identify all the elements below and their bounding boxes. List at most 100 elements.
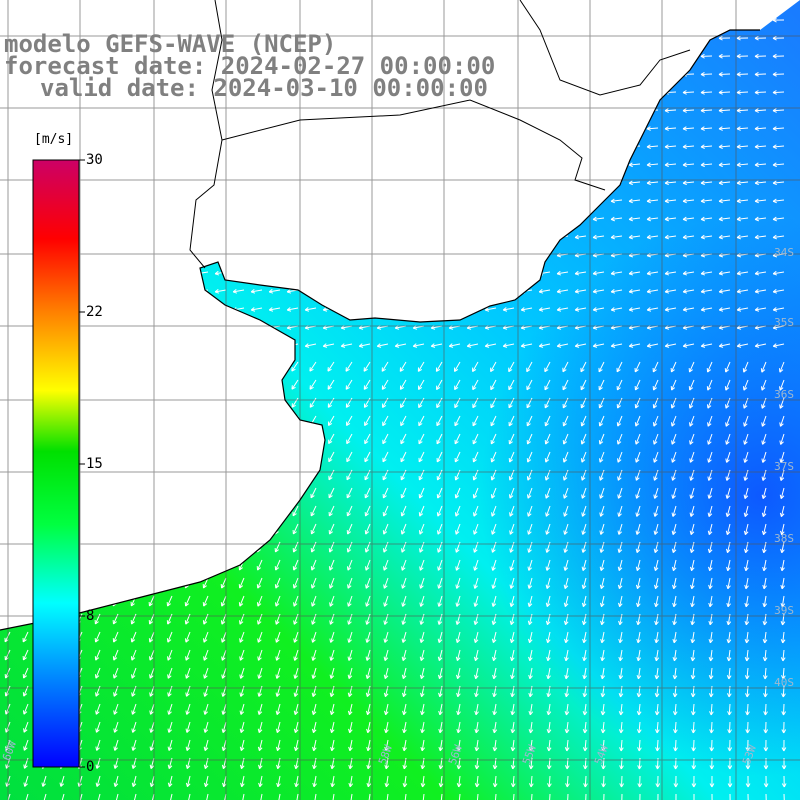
wind-arrow-head [449, 345, 454, 348]
wind-arrow [779, 361, 785, 373]
wind-arrow-head [538, 37, 543, 41]
wind-arrow-head [124, 343, 129, 347]
wind-arrow [727, 595, 731, 607]
wind-arrow [183, 397, 191, 408]
wind-arrow [454, 415, 461, 427]
wind-arrow [202, 541, 209, 553]
wind-arrow-head [491, 656, 495, 661]
wind-arrow-head [556, 55, 561, 59]
wind-arrow-head [511, 675, 515, 680]
wind-arrow-head [394, 146, 399, 150]
wind-arrow-head [311, 603, 316, 607]
wind-arrow [557, 199, 569, 202]
wind-arrow [727, 559, 731, 571]
wind-arrow-head [700, 288, 705, 293]
wind-arrow-head [358, 110, 363, 113]
wind-arrow-head [583, 657, 587, 662]
wind-arrow-head [581, 584, 584, 589]
wind-arrow-head [664, 162, 669, 166]
wind-arrow [503, 271, 515, 275]
wind-arrow-head [286, 291, 292, 294]
wind-arrow-head [664, 35, 669, 39]
wind-arrow-head [538, 53, 543, 57]
wind-arrow [647, 343, 659, 347]
wind-arrow-head [762, 513, 767, 518]
wind-arrow [581, 415, 587, 427]
wind-arrow-head [179, 345, 184, 348]
wind-arrow-head [0, 345, 4, 348]
wind-arrow-head [509, 530, 511, 535]
wind-arrow-head [358, 255, 364, 258]
wind-arrow-head [304, 17, 309, 21]
wind-arrow [160, 127, 173, 130]
wind-arrow-head [726, 620, 729, 626]
wind-arrow-head [762, 566, 765, 571]
wind-arrow [746, 631, 749, 643]
wind-arrow-head [111, 476, 116, 480]
wind-arrow [238, 505, 245, 517]
wind-arrow-head [330, 621, 334, 625]
wind-arrow-head [761, 369, 766, 373]
wind-arrow [111, 451, 119, 462]
wind-arrow-head [322, 237, 328, 240]
wind-arrow-head [110, 368, 116, 372]
wind-arrow-head [772, 237, 778, 240]
wind-arrow [124, 145, 137, 148]
wind-arrow-head [700, 182, 705, 186]
wind-arrow [690, 505, 695, 517]
wind-arrow [492, 577, 497, 589]
wind-arrow-head [310, 513, 315, 517]
wind-arrow-head [526, 387, 531, 391]
wind-arrow-head [304, 291, 310, 294]
wind-arrow-head [358, 270, 363, 275]
wind-arrow-head [502, 53, 507, 57]
wind-arrow-head [94, 585, 99, 589]
wind-arrow-head [457, 675, 461, 680]
wind-arrow-head [600, 674, 603, 680]
wind-arrow [384, 595, 389, 607]
wind-arrow-head [545, 495, 550, 499]
wind-arrow [438, 577, 443, 589]
wind-arrow-head [700, 343, 705, 347]
wind-arrow [557, 271, 569, 275]
wind-arrow-head [185, 657, 190, 661]
wind-arrow-head [347, 549, 352, 553]
wind-arrow [250, 145, 263, 148]
wind-arrow-head [430, 237, 436, 240]
wind-arrow-head [178, 110, 183, 113]
wind-arrow-head [736, 55, 741, 59]
wind-arrow-head [456, 585, 460, 589]
wind-arrow-head [474, 603, 479, 607]
wind-arrow-head [618, 531, 623, 535]
wind-arrow-head [322, 108, 327, 112]
wind-arrow-head [311, 531, 315, 535]
wind-arrow-head [656, 693, 660, 698]
wind-arrow-head [583, 675, 588, 680]
wind-arrow [274, 451, 281, 462]
wind-arrow [527, 451, 533, 463]
wind-arrow [215, 343, 227, 347]
wind-arrow-head [484, 108, 489, 112]
wind-arrow [773, 235, 785, 239]
wind-arrow [341, 235, 353, 239]
wind-arrow-head [646, 164, 651, 168]
wind-arrow-head [736, 53, 741, 57]
wind-arrow [107, 307, 119, 311]
wind-arrow-head [664, 270, 669, 275]
wind-arrow [418, 379, 425, 390]
wind-arrow-head [250, 164, 255, 168]
wind-arrow-head [744, 584, 747, 589]
wind-arrow-head [365, 567, 370, 571]
wind-arrow-head [592, 198, 597, 202]
wind-arrow-head [538, 291, 544, 294]
wind-arrow-head [745, 549, 749, 554]
wind-arrow [683, 181, 695, 184]
wind-arrow-head [142, 291, 148, 294]
wind-arrow-head [690, 602, 693, 607]
wind-arrow [183, 379, 191, 390]
wind-arrow-head [178, 17, 183, 21]
wind-arrow-head [466, 108, 471, 112]
wind-arrow-head [160, 270, 165, 275]
wind-arrow-head [617, 512, 620, 517]
wind-arrow [529, 649, 533, 661]
